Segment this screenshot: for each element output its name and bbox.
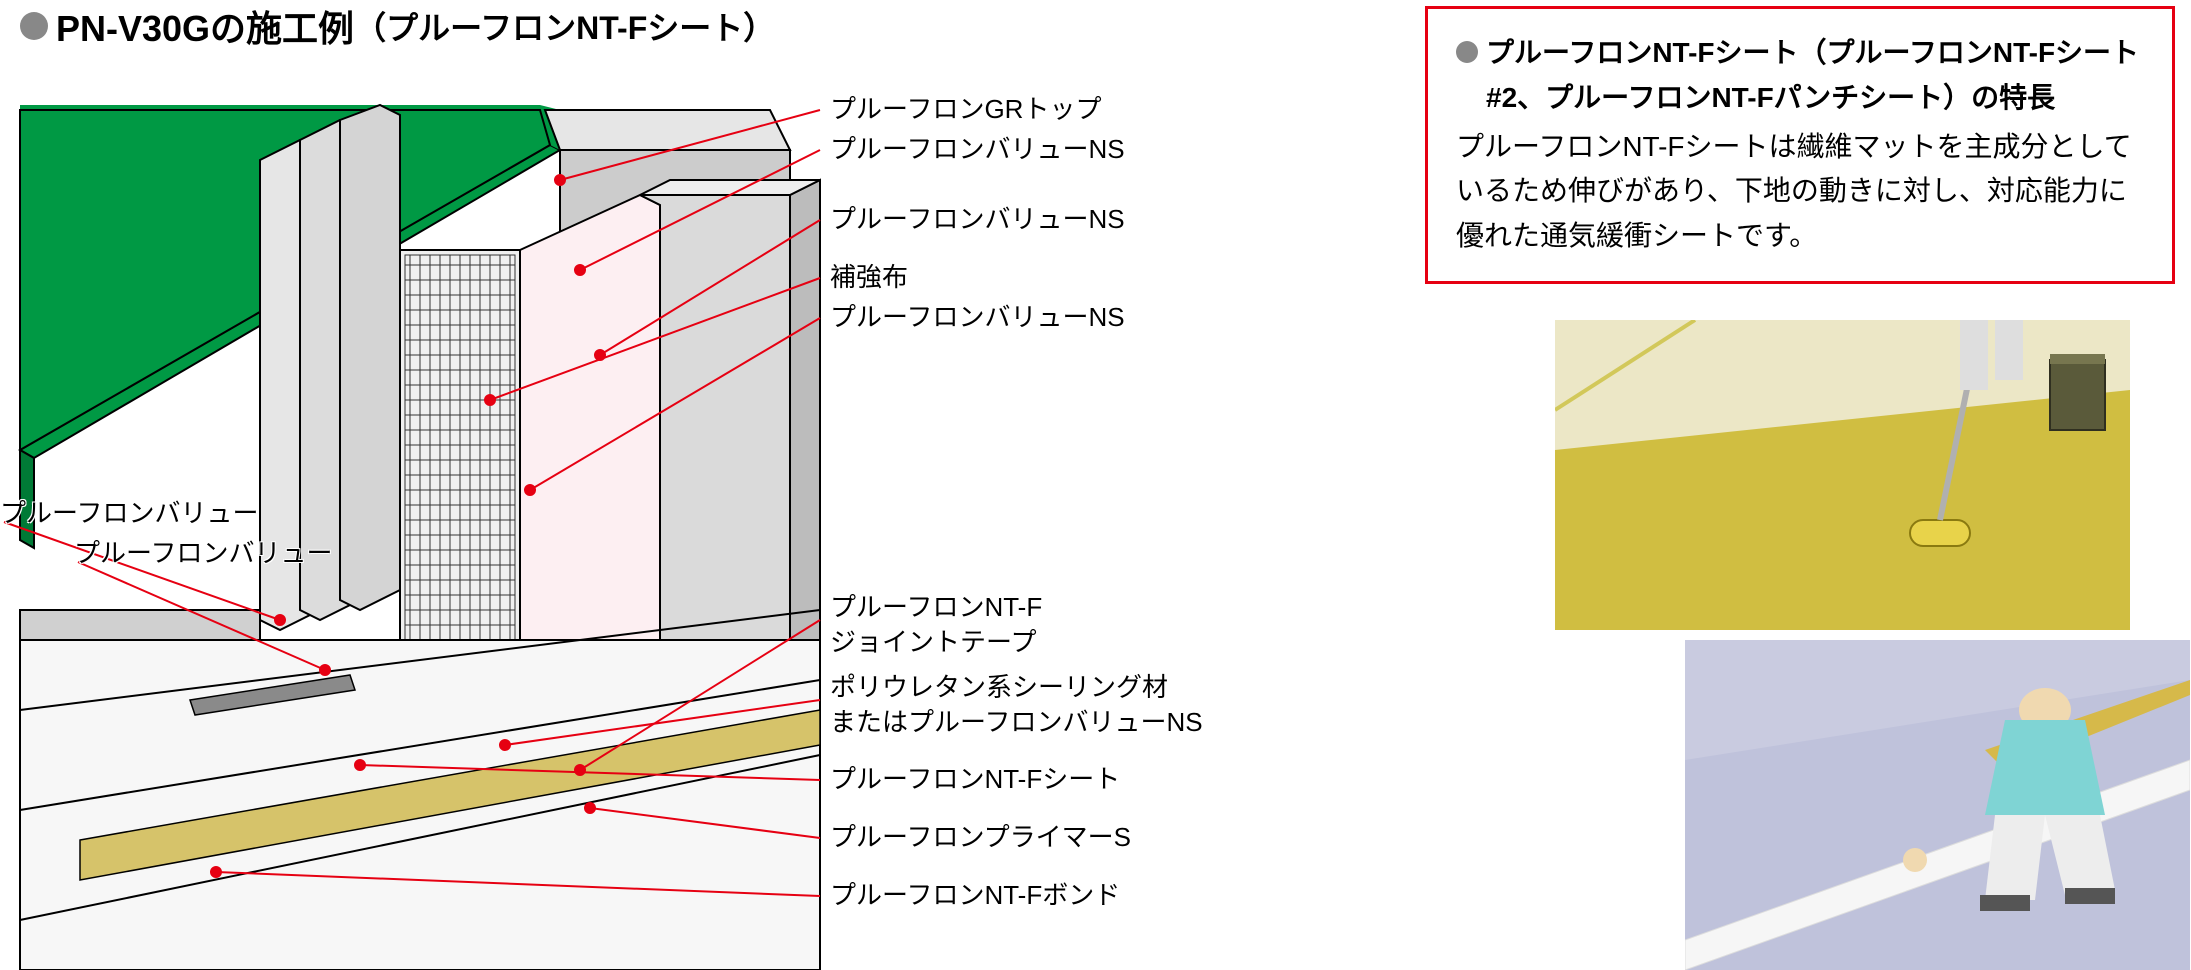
callout-label: プルーフロンプライマーS [830, 820, 1131, 855]
callout-label: プルーフロンGRトップ [830, 92, 1101, 127]
callout-label: プルーフロンバリュー [0, 496, 258, 531]
page-title: PN-V30Gの施工例 （プルーフロンNT-Fシート） [20, 0, 775, 52]
title-bullet-icon [20, 12, 48, 40]
title-main: PN-V30Gの施工例 [56, 0, 354, 52]
callout-label: プルーフロンNT-Fジョイントテープ [830, 590, 1042, 660]
callout-label: プルーフロンバリュー [74, 536, 332, 571]
title-sub: （プルーフロンNT-Fシート） [354, 3, 775, 49]
construction-diagram: プルーフロンGRトッププルーフロンバリューNSプルーフロンバリューNS補強布プル… [0, 50, 1380, 970]
callout-label: プルーフロンバリューNS [830, 202, 1125, 237]
callout-label: プルーフロンNT-Fシート [830, 762, 1120, 797]
callout-label: プルーフロンバリューNS [830, 132, 1125, 167]
photo-coating [1555, 320, 2130, 630]
photo-taping [1685, 640, 2190, 970]
info-body-text: プルーフロンNT-Fシートは繊維マットを主成分としているため伸びがあり、下地の動… [1456, 125, 2144, 259]
info-heading-text: プルーフロンNT-Fシート（プルーフロンNT-Fシート#2、プルーフロンNT-F… [1486, 31, 2144, 121]
callout-label: ポリウレタン系シーリング材またはプルーフロンバリューNS [830, 670, 1203, 740]
callout-label: プルーフロンNT-Fボンド [830, 878, 1120, 913]
info-bullet-icon [1456, 41, 1478, 63]
callout-label: プルーフロンバリューNS [830, 300, 1125, 335]
info-box: プルーフロンNT-Fシート（プルーフロンNT-Fシート#2、プルーフロンNT-F… [1425, 6, 2175, 284]
callout-label: 補強布 [830, 260, 908, 295]
info-heading: プルーフロンNT-Fシート（プルーフロンNT-Fシート#2、プルーフロンNT-F… [1456, 31, 2144, 121]
